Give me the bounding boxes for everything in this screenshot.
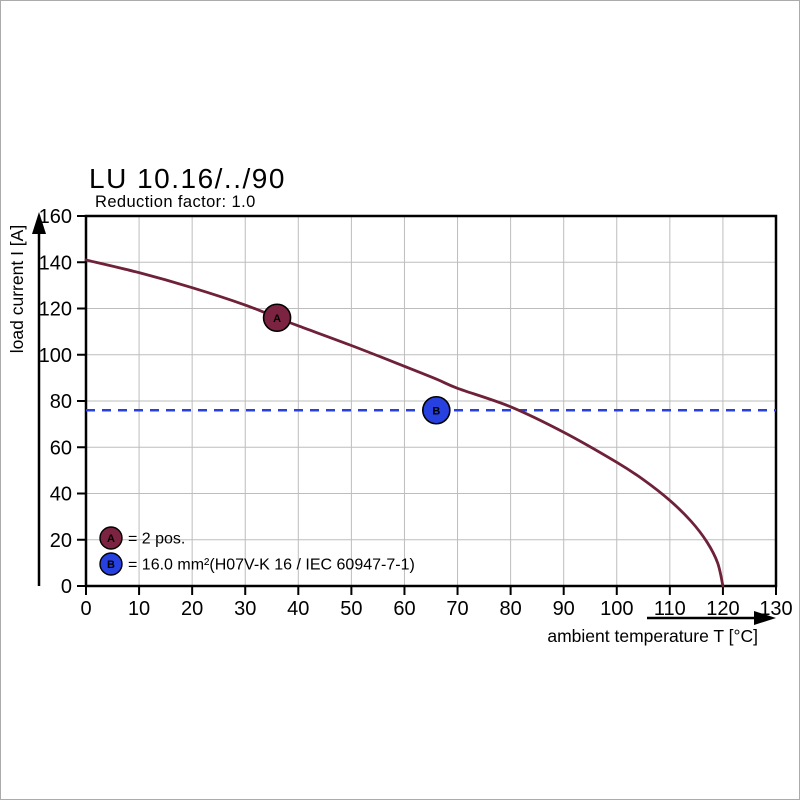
x-tick-label: 30 <box>234 598 256 620</box>
marker-a: A <box>262 303 292 333</box>
x-axis-arrow-head <box>754 611 776 625</box>
chart-subtitle: Reduction factor: 1.0 <box>95 193 256 211</box>
y-axis-label: load current I [A] <box>7 225 27 353</box>
legend-text-a: = 2 pos. <box>128 531 185 548</box>
legend-marker-a <box>99 526 123 550</box>
marker-letter-b: B <box>432 405 440 417</box>
legend-letter-a: A <box>107 533 115 545</box>
y-axis-arrow-head <box>32 212 46 234</box>
y-tick-label: 60 <box>50 437 72 459</box>
y-tick-label: 20 <box>50 530 72 552</box>
x-tick-label: 60 <box>393 598 415 620</box>
legend-text-b: = 16.0 mm²(H07V-K 16 / IEC 60947-7-1) <box>128 557 415 574</box>
y-tick-label: 100 <box>39 345 72 367</box>
derating-curve <box>84 258 725 588</box>
x-tick-label: 80 <box>499 598 521 620</box>
x-tick-label: 0 <box>80 598 91 620</box>
y-tick-label: 80 <box>50 391 72 413</box>
x-tick-label: 110 <box>654 598 686 620</box>
y-tick-label: 140 <box>39 252 72 274</box>
x-axis-label: ambient temperature T [°C] <box>547 626 758 646</box>
legend-letter-b: B <box>107 559 115 571</box>
x-tick-label: 90 <box>553 598 575 620</box>
axes: 0 10 20 30 40 50 60 70 80 90 100 110 120 130 0 20 40 60 80… <box>32 206 793 625</box>
x-tick-label: 40 <box>287 598 309 620</box>
marker-circle-a <box>262 303 292 333</box>
plot-content: AB <box>84 258 776 588</box>
x-tick-label: 10 <box>128 598 150 620</box>
marker-letter-a: A <box>273 313 281 325</box>
y-tick-label: 40 <box>50 484 72 506</box>
marker-b: B <box>422 395 451 425</box>
marker-circle-b <box>422 395 451 425</box>
chart-title: LU 10.16/../90 <box>89 163 286 194</box>
x-tick-label: 100 <box>600 598 633 620</box>
y-tick-label: 0 <box>61 576 72 598</box>
y-tick-label: 160 <box>39 206 72 228</box>
x-tick-label: 130 <box>759 598 792 620</box>
x-tick-label: 70 <box>446 598 468 620</box>
legend-marker-b <box>99 552 123 576</box>
legend: A = 2 pos. B = 16.0 mm²(H07V-K 16 / IEC 609… <box>99 526 415 576</box>
y-tick-label: 120 <box>39 299 72 321</box>
x-tick-label: 120 <box>706 598 739 620</box>
x-tick-label: 50 <box>340 598 362 620</box>
x-tick-label: 20 <box>181 598 203 620</box>
